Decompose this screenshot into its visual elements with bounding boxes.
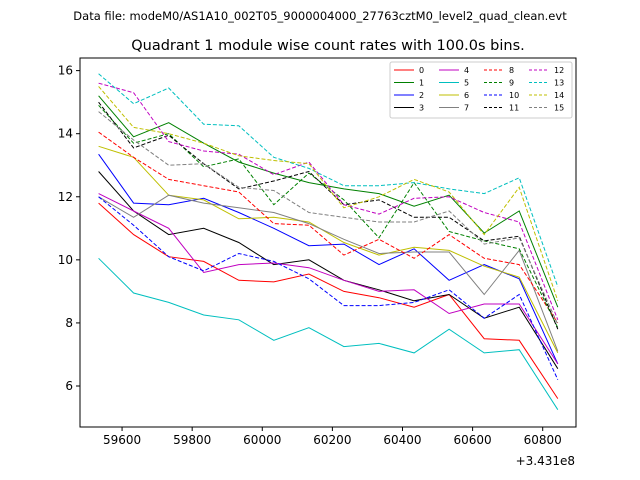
legend-label-15: 15: [554, 104, 564, 113]
legend-label-3: 3: [419, 104, 424, 113]
series-line-3: [98, 171, 559, 369]
legend-label-1: 1: [419, 79, 424, 88]
y-tick-label: 14: [58, 127, 73, 141]
series-line-6: [98, 145, 559, 354]
series-line-8: [98, 131, 559, 324]
x-tick-label: 59800: [173, 433, 211, 447]
legend-label-13: 13: [554, 79, 564, 88]
legend-label-9: 9: [509, 79, 514, 88]
series-line-13: [98, 73, 559, 287]
series-line-10: [98, 196, 559, 380]
x-tick-label: 60800: [524, 433, 562, 447]
legend-label-2: 2: [419, 91, 424, 100]
legend-label-14: 14: [554, 91, 564, 100]
legend-label-5: 5: [464, 79, 469, 88]
x-tick-label: 60600: [453, 433, 491, 447]
x-tick-label: 60000: [243, 433, 281, 447]
legend-label-12: 12: [554, 66, 564, 75]
series-layer: [98, 73, 559, 410]
legend-box: [389, 61, 573, 119]
series-line-9: [98, 104, 559, 328]
series-line-1: [98, 95, 559, 308]
series-line-4: [98, 193, 559, 365]
y-axis-ticks: 6 8 10 12 14 16: [58, 64, 80, 393]
chart-title: Quadrant 1 module wise count rates with …: [131, 38, 525, 54]
series-line-2: [98, 153, 559, 365]
legend-label-11: 11: [509, 104, 519, 113]
legend-label-10: 10: [509, 91, 519, 100]
x-offset-label: +3.431e8: [516, 454, 575, 468]
y-tick-label: 12: [58, 190, 73, 204]
legend-label-8: 8: [509, 66, 514, 75]
series-line-5: [98, 257, 559, 410]
legend-label-6: 6: [464, 91, 469, 100]
plot-frame: [79, 57, 577, 428]
y-tick-label: 16: [58, 64, 73, 78]
series-line-11: [98, 101, 559, 330]
x-tick-label: 59600: [103, 433, 141, 447]
series-line-7: [98, 194, 559, 352]
series-line-15: [98, 111, 559, 325]
y-tick-label: 8: [65, 316, 73, 330]
x-tick-label: 60200: [313, 433, 351, 447]
y-tick-label: 10: [58, 253, 73, 267]
y-tick-label: 6: [65, 379, 73, 393]
legend-label-0: 0: [419, 66, 424, 75]
legend-label-4: 4: [464, 66, 469, 75]
series-line-14: [98, 86, 559, 301]
x-tick-label: 60400: [383, 433, 421, 447]
series-line-12: [98, 82, 559, 320]
x-axis-ticks: 59600 59800 60000 60200 60400 60600 60800: [103, 427, 562, 447]
series-line-0: [98, 202, 559, 399]
datafile-label: Data file: modeM0/AS1A10_002T05_90000040…: [73, 9, 567, 23]
legend-label-7: 7: [464, 104, 469, 113]
